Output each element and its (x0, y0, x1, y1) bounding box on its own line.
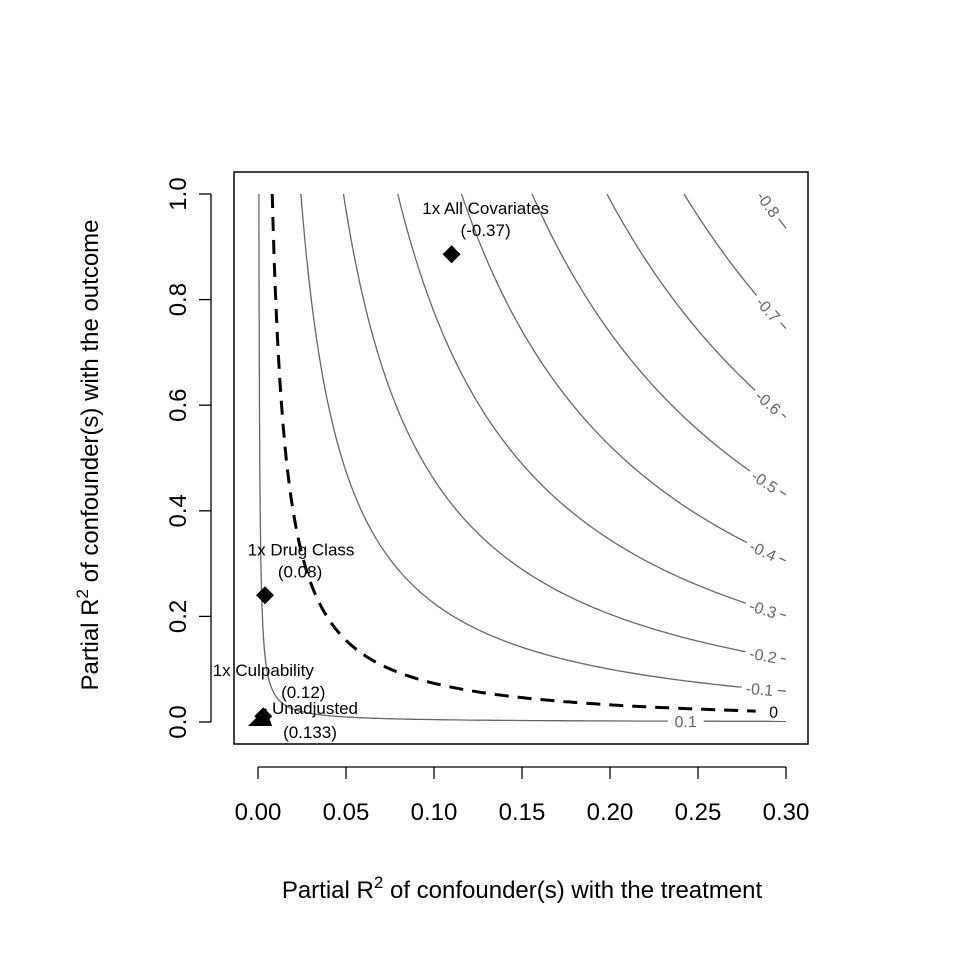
benchmark-points: Unadjusted (0.133) 1x Culpability (0.12) 1x … (213, 199, 549, 742)
y-tick-label: 1.0 (165, 177, 192, 210)
point-value-label: (0.133) (283, 723, 337, 742)
contour-label-background (667, 712, 704, 731)
contour-line (300, 193, 787, 692)
contour-label: -0.1 (745, 681, 774, 700)
x-axis-label: Partial R2 of confounder(s) with the tre… (282, 873, 763, 904)
point-marker-diamond (256, 586, 275, 605)
contour-line (531, 193, 787, 496)
contour-line (342, 193, 787, 660)
y-axis: 0.0 0.2 0.4 0.6 0.8 1.0 (165, 177, 212, 739)
y-tick-label: 0.8 (165, 283, 192, 316)
y-tick-label: 0.0 (165, 705, 192, 738)
x-tick-label: 0.25 (675, 799, 722, 826)
y-tick-label: 0.6 (165, 389, 192, 422)
x-tick-label: 0.30 (763, 799, 810, 826)
contour-label-background (743, 534, 784, 567)
contour-line (258, 194, 786, 723)
contour-label-background (755, 702, 792, 722)
contour-label: -0.3 (747, 598, 778, 622)
point-value-label: (0.08) (278, 562, 322, 581)
point-label: 1x Culpability (213, 661, 315, 680)
x-tick-label: 0.00 (235, 799, 282, 826)
contour-label-background (748, 383, 788, 421)
y-axis-label: Partial R2 of confounder(s) with the out… (73, 219, 104, 690)
contour-labels: 0.10-0.1-0.2-0.3-0.4-0.5-0.6-0.7-0.8 (667, 184, 792, 731)
contour-lines (258, 193, 787, 723)
contour-line (397, 193, 787, 617)
contour-label-background (749, 289, 788, 329)
contour-label-background (750, 184, 787, 224)
y-tick-label: 0.4 (165, 494, 192, 527)
contour-line (460, 193, 787, 562)
point-value-label: (-0.37) (461, 221, 511, 240)
y-tick-label: 0.2 (165, 600, 192, 633)
contour-label: 0.1 (675, 714, 697, 731)
contour-label: -0.2 (748, 646, 778, 668)
contour-line (606, 193, 787, 418)
contour-label: 0 (769, 705, 778, 722)
x-tick-label: 0.10 (411, 799, 458, 826)
contour-label-background (743, 642, 783, 668)
plot-frame (233, 171, 809, 745)
point-marker-diamond (254, 707, 273, 726)
point-label: Unadjusted (272, 699, 358, 718)
threshold-contour-line (270, 193, 787, 714)
point-marker-diamond (442, 245, 461, 264)
x-tick-label: 0.05 (323, 799, 370, 826)
x-axis: 0.00 0.05 0.10 0.15 0.20 0.25 0.30 (235, 766, 810, 826)
x-tick-label: 0.15 (499, 799, 546, 826)
x-tick-label: 0.20 (587, 799, 634, 826)
point-label: 1x All Covariates (422, 199, 549, 218)
contour-label-background (740, 678, 779, 700)
point-label: 1x Drug Class (248, 540, 355, 559)
point-value-label: (0.12) (281, 683, 325, 702)
contour-label-background (743, 594, 783, 623)
contour-label-background (744, 463, 785, 499)
